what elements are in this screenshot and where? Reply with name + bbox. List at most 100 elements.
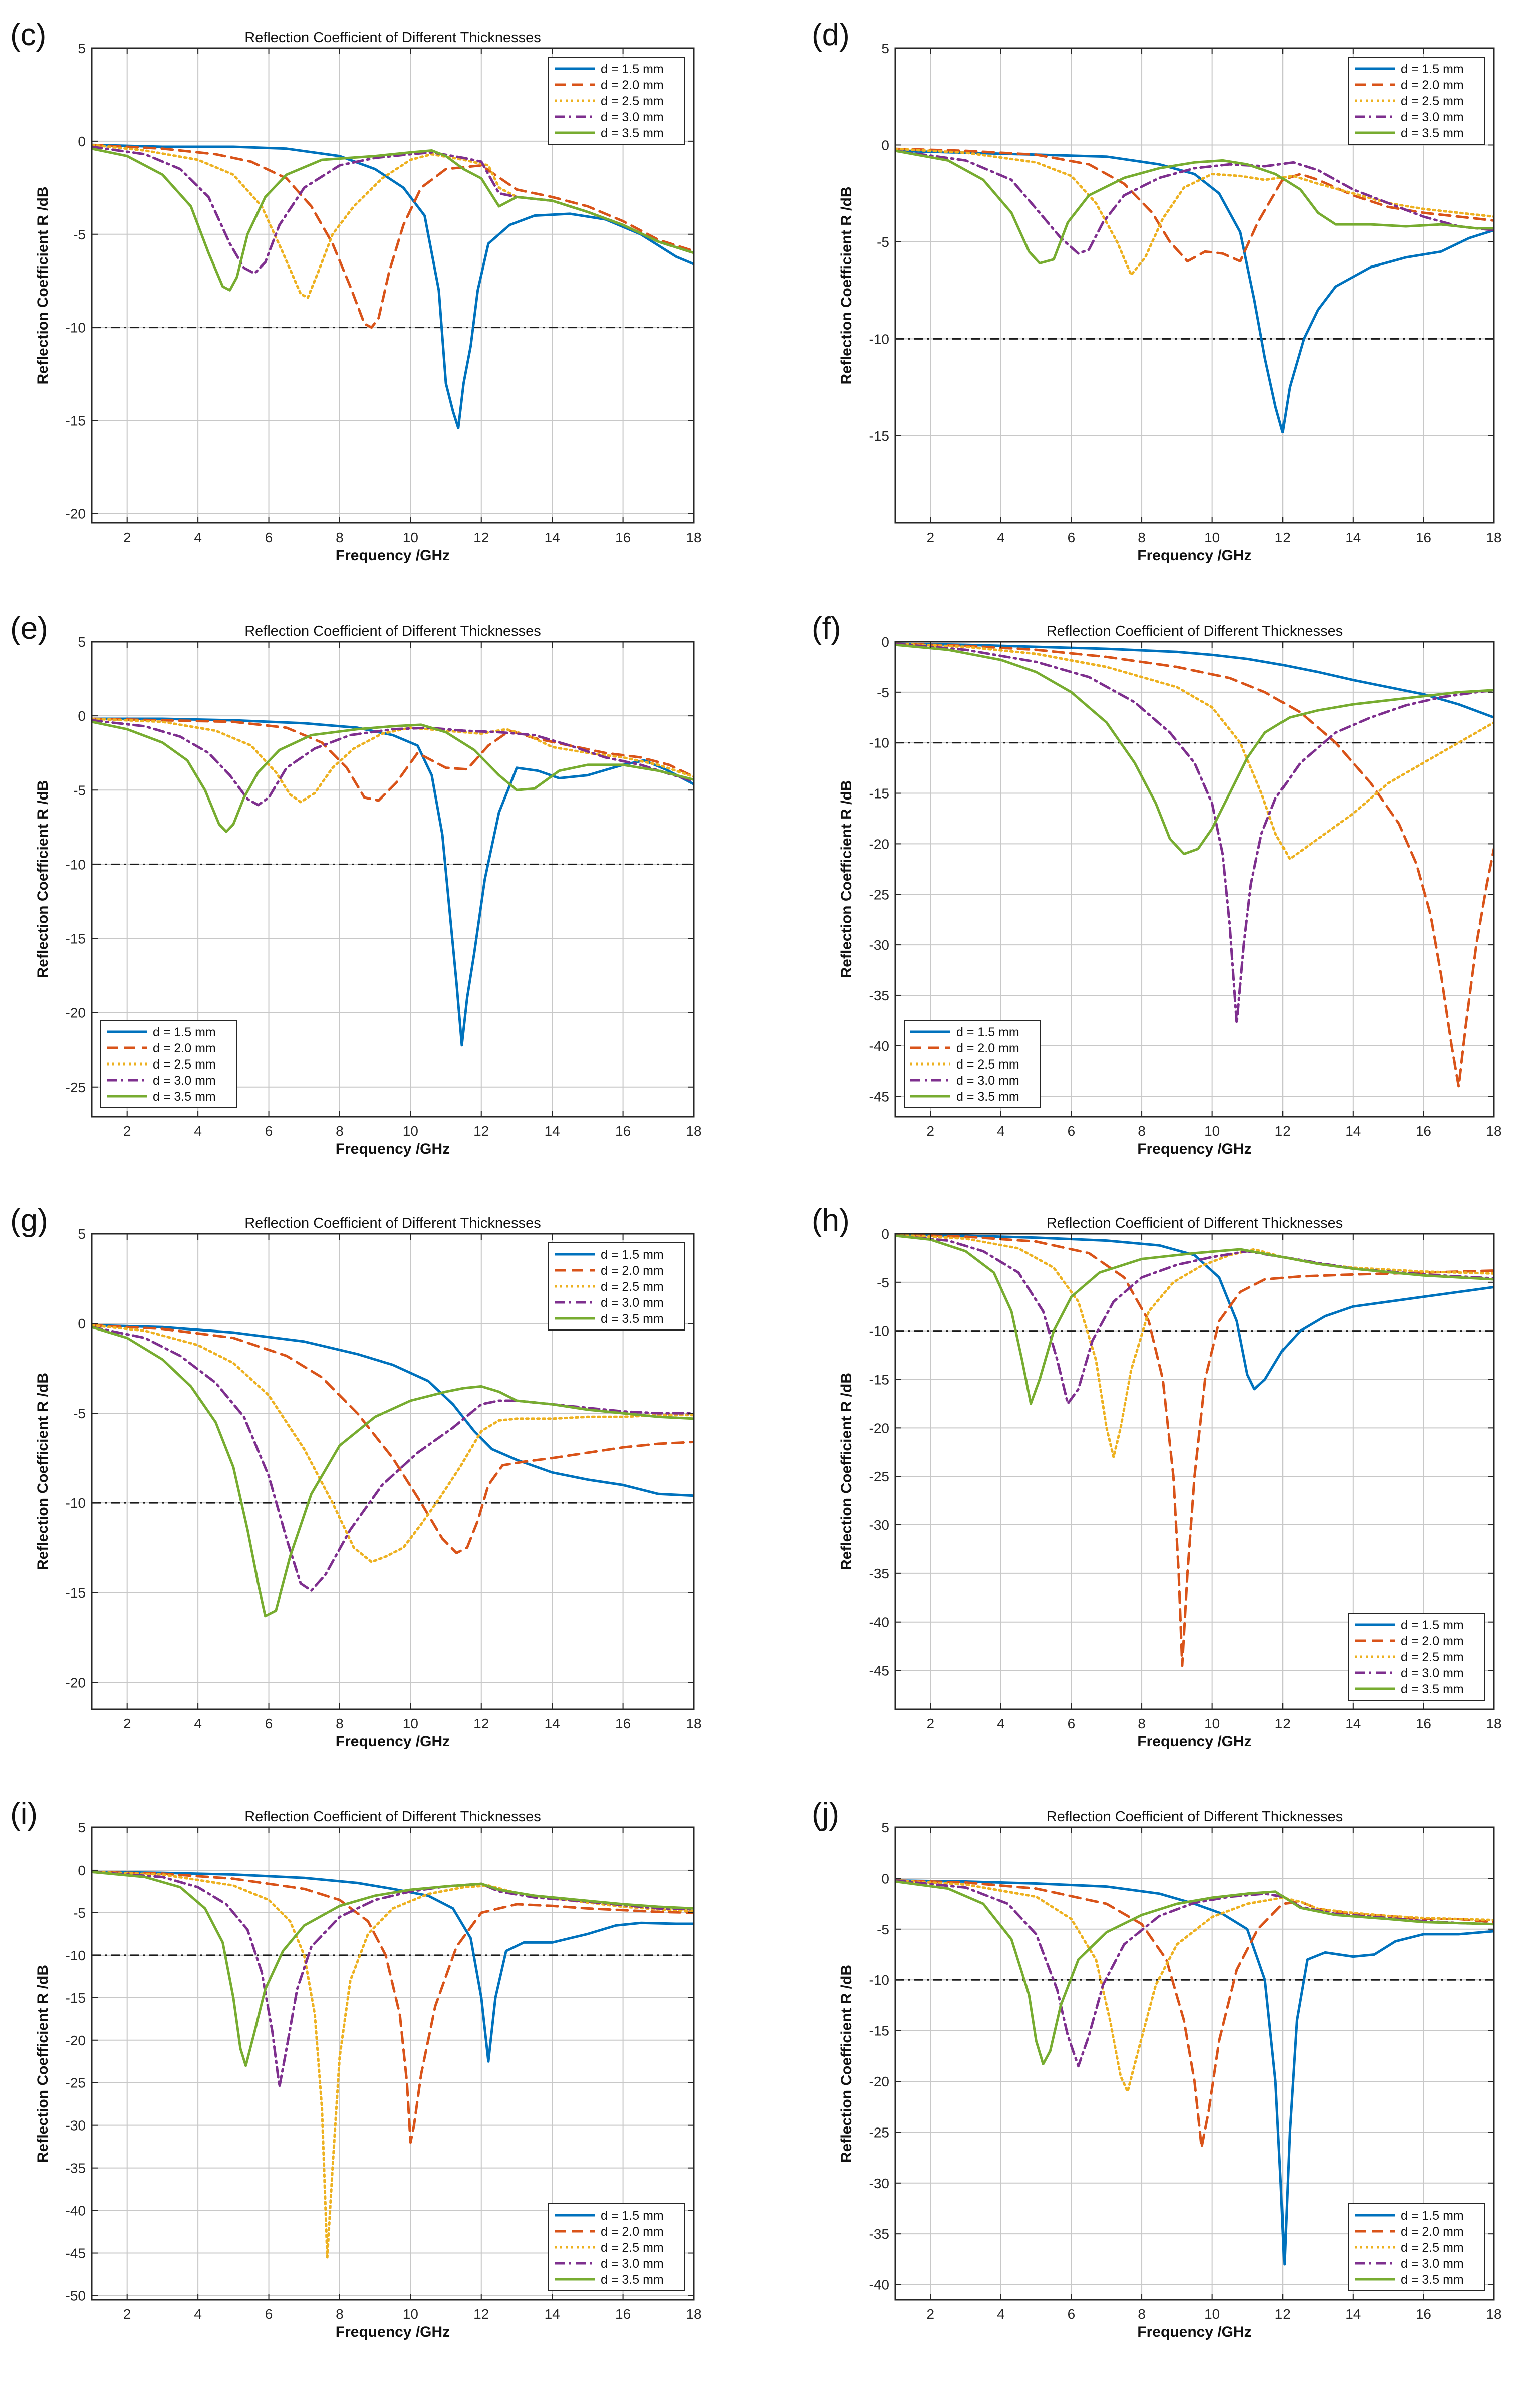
x-tick-label: 6 xyxy=(265,1716,273,1731)
y-tick-label: -20 xyxy=(869,836,889,852)
x-tick-label: 16 xyxy=(615,529,631,545)
x-tick-label: 8 xyxy=(1138,1716,1146,1731)
legend: d = 1.5 mm d = 2.0 mm d = 2.5 mm d = 3.0 mm… xyxy=(1348,2203,1485,2291)
legend-entry: d = 1.5 mm xyxy=(1401,1618,1464,1632)
series-line-4 xyxy=(92,1870,694,2088)
x-tick-label: 4 xyxy=(194,1123,202,1139)
y-tick-label: -10 xyxy=(869,331,889,347)
legend-entry: d = 1.5 mm xyxy=(153,1025,216,1039)
x-tick-label: 18 xyxy=(1486,2306,1501,2322)
series-line-1 xyxy=(92,143,694,429)
y-tick-label: 0 xyxy=(78,1863,86,1878)
axes-box xyxy=(91,1233,695,1710)
y-axis-label: Reflection Coefficient R /dB xyxy=(838,1373,855,1570)
y-tick-label: -25 xyxy=(869,887,889,902)
x-tick-label: 10 xyxy=(1204,1716,1220,1731)
y-tick-label: -15 xyxy=(869,2023,889,2039)
axes-box xyxy=(894,1233,1495,1710)
axes-box xyxy=(894,47,1495,524)
legend: d = 1.5 mm d = 2.0 mm d = 2.5 mm d = 3.0 mm… xyxy=(904,1020,1041,1108)
y-tick-label: -15 xyxy=(869,786,889,802)
y-tick-label: -5 xyxy=(877,685,889,700)
x-tick-label: 14 xyxy=(1345,1716,1361,1731)
legend-entry: d = 3.5 mm xyxy=(601,126,664,140)
x-tick-label: 16 xyxy=(1416,1716,1431,1731)
x-tick-label: 14 xyxy=(545,1123,560,1139)
legend-entry: d = 2.5 mm xyxy=(1401,2241,1464,2255)
x-tick-label: 4 xyxy=(194,529,202,545)
x-tick-label: 14 xyxy=(1345,2306,1361,2322)
legend-entry: d = 2.0 mm xyxy=(153,1041,216,1055)
legend-entry: d = 1.5 mm xyxy=(601,2209,664,2223)
x-axis-label: Frequency /GHz xyxy=(336,1141,450,1157)
axes-box xyxy=(91,641,695,1118)
x-tick-label: 8 xyxy=(1138,2306,1146,2322)
x-tick-label: 10 xyxy=(403,2306,418,2322)
series-line-1 xyxy=(92,717,694,1047)
panel-label: (j) xyxy=(812,1797,839,1831)
legend-entry: d = 1.5 mm xyxy=(1401,2209,1464,2223)
y-tick-label: -30 xyxy=(869,2176,889,2191)
x-tick-label: 16 xyxy=(615,1123,631,1139)
x-tick-label: 8 xyxy=(336,2306,344,2322)
legend-entry: d = 2.5 mm xyxy=(601,94,664,108)
legend-entry: d = 3.0 mm xyxy=(1401,110,1464,124)
y-tick-label: -10 xyxy=(66,1495,86,1511)
x-tick-label: 6 xyxy=(265,529,273,545)
x-tick-label: 8 xyxy=(336,1716,344,1731)
series-line-5 xyxy=(92,1325,694,1618)
x-tick-label: 16 xyxy=(1416,529,1431,545)
y-axis-label: Reflection Coefficient R /dB xyxy=(35,780,51,978)
series-line-1 xyxy=(895,1879,1494,2266)
x-tick-label: 2 xyxy=(927,2306,935,2322)
chart-panel-f: (f) 2 4 6 8 10 12 14 16 18 0 -5 -10 -15 -20 -25 -30 -35 -4… xyxy=(812,611,1502,1157)
x-tick-label: 10 xyxy=(1204,2306,1220,2322)
y-tick-label: -45 xyxy=(869,1663,889,1679)
series-line-1 xyxy=(92,1870,694,2063)
x-axis-label: Frequency /GHz xyxy=(1137,547,1251,564)
legend-entry: d = 2.0 mm xyxy=(601,1264,664,1278)
legend-entry: d = 3.5 mm xyxy=(1401,1682,1464,1696)
chart-title: Reflection Coefficient of Different Thic… xyxy=(1047,623,1343,639)
chart-title: Reflection Coefficient of Different Thic… xyxy=(1047,1809,1343,1825)
y-tick-label: -40 xyxy=(869,1615,889,1630)
x-tick-label: 6 xyxy=(1068,1123,1076,1139)
y-tick-label: -20 xyxy=(66,506,86,521)
y-tick-label: -5 xyxy=(73,782,86,798)
y-tick-label: 5 xyxy=(78,634,86,650)
x-axis-label: Frequency /GHz xyxy=(336,1733,450,1750)
x-axis-label: Frequency /GHz xyxy=(1137,2324,1251,2340)
legend-entry: d = 3.5 mm xyxy=(601,2273,664,2287)
legend: d = 1.5 mm d = 2.0 mm d = 2.5 mm d = 3.0 mm… xyxy=(1348,57,1485,145)
y-tick-label: -20 xyxy=(66,2033,86,2048)
legend-entry: d = 3.0 mm xyxy=(601,110,664,124)
axes-box xyxy=(91,47,695,524)
x-tick-label: 14 xyxy=(1345,529,1361,545)
series-line-5 xyxy=(895,1880,1494,2065)
y-tick-label: 5 xyxy=(78,41,86,56)
x-tick-label: 12 xyxy=(473,2306,489,2322)
y-tick-label: -10 xyxy=(66,857,86,872)
y-tick-label: -15 xyxy=(869,428,889,444)
legend: d = 1.5 mm d = 2.0 mm d = 2.5 mm d = 3.0 mm… xyxy=(1348,1613,1485,1701)
legend-entry: d = 3.5 mm xyxy=(1401,126,1464,140)
x-tick-label: 6 xyxy=(1068,2306,1076,2322)
x-tick-label: 6 xyxy=(265,1123,273,1139)
legend-entry: d = 1.5 mm xyxy=(601,1248,664,1262)
y-tick-label: -10 xyxy=(869,735,889,751)
y-tick-label: -15 xyxy=(66,413,86,429)
chart-title: Reflection Coefficient of Different Thic… xyxy=(244,1215,541,1231)
y-tick-label: 0 xyxy=(881,1871,889,1886)
series-line-3 xyxy=(92,717,694,804)
series-line-2 xyxy=(92,143,694,329)
x-tick-label: 4 xyxy=(194,1716,202,1731)
legend-entry: d = 2.0 mm xyxy=(1401,78,1464,92)
x-tick-label: 6 xyxy=(1068,1716,1076,1731)
legend: d = 1.5 mm d = 2.0 mm d = 2.5 mm d = 3.0 mm… xyxy=(548,57,685,145)
y-tick-label: -25 xyxy=(66,2075,86,2091)
x-tick-label: 2 xyxy=(123,1123,131,1139)
legend-entry: d = 2.5 mm xyxy=(153,1057,216,1072)
x-tick-label: 10 xyxy=(1204,1123,1220,1139)
series-line-5 xyxy=(92,720,694,833)
legend-entry: d = 3.0 mm xyxy=(956,1074,1019,1088)
